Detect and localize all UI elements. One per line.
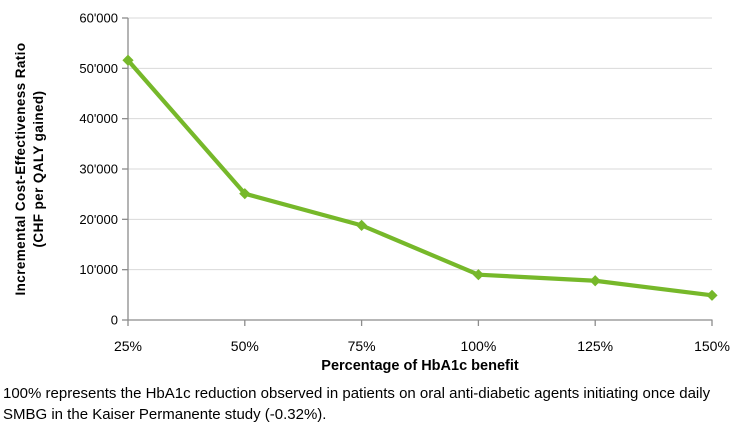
- x-tick-label: 75%: [348, 338, 376, 354]
- data-point-marker: [472, 269, 484, 281]
- data-point-marker: [122, 54, 134, 66]
- x-tick-label: 125%: [577, 338, 613, 354]
- data-point-marker: [239, 188, 251, 200]
- data-point-marker: [706, 289, 718, 301]
- y-axis-title-line1: Incremental Cost-Effectiveness Ratio: [13, 42, 28, 296]
- x-tick-label: 150%: [694, 338, 730, 354]
- line-chart: 0 10'000 20'000 30'000 40'000 50'000 60'000 25%…: [79, 11, 730, 355]
- y-tick-label: 10'000: [79, 262, 118, 277]
- x-tick-label: 25%: [114, 338, 142, 354]
- y-tick-label: 20'000: [79, 212, 118, 227]
- data-point-marker: [589, 275, 601, 287]
- series-line: [125, 58, 715, 298]
- y-tick-label: 60'000: [79, 11, 118, 26]
- x-tick-label: 100%: [460, 338, 496, 354]
- y-tick-label: 50'000: [79, 61, 118, 76]
- figure-caption: 100% represents the HbA1c reduction obse…: [3, 385, 711, 423]
- data-point-marker: [356, 219, 368, 231]
- y-tick-label: 30'000: [79, 162, 118, 177]
- y-tick-label: 40'000: [79, 111, 118, 126]
- x-tick-label: 50%: [231, 338, 259, 354]
- y-axis-title-line2: (CHF per QALY gained): [31, 90, 46, 248]
- y-axis-title: Incremental Cost-Effectiveness Ratio (CH…: [12, 9, 48, 329]
- x-axis-title: Percentage of HbA1c benefit: [321, 358, 519, 374]
- y-tick-label: 0: [111, 313, 118, 328]
